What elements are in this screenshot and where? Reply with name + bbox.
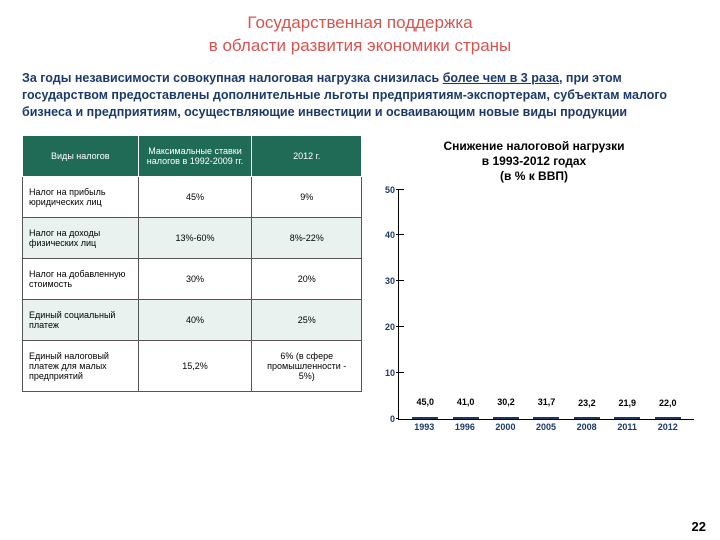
bar-column: 41,0 bbox=[445, 417, 485, 419]
chart-title-line-1: Снижение налоговой нагрузки bbox=[443, 139, 624, 153]
x-tick-label: 2012 bbox=[647, 420, 688, 432]
col-header: Максимальные ставки налогов в 1992-2009 … bbox=[138, 135, 252, 176]
bar-value-label: 23,2 bbox=[578, 398, 596, 408]
bar-value-label: 22,0 bbox=[659, 398, 677, 408]
x-tick-label: 1993 bbox=[404, 420, 445, 432]
table-row: Налог на доходы физических лиц13%-60%8%-… bbox=[23, 217, 362, 258]
table-cell: Налог на добавленную стоимость bbox=[23, 258, 139, 299]
bar-column: 22,0 bbox=[648, 417, 688, 419]
table-cell: Единый налоговый платеж для малых предпр… bbox=[23, 340, 139, 391]
bar-value-label: 31,7 bbox=[538, 397, 556, 407]
bars-container: 45,041,030,231,723,221,922,0 bbox=[399, 190, 694, 419]
bar-column: 30,2 bbox=[486, 417, 526, 419]
y-tick-label: 10 bbox=[371, 368, 395, 378]
bar-column: 23,2 bbox=[567, 417, 607, 419]
x-tick-label: 2011 bbox=[607, 420, 648, 432]
table-cell: 30% bbox=[138, 258, 252, 299]
bar-column: 31,7 bbox=[526, 417, 566, 419]
intro-text: За годы независимости совокупная налогов… bbox=[0, 58, 720, 121]
table-cell: 40% bbox=[138, 299, 252, 340]
table-cell: 6% (в сфере промышленности - 5%) bbox=[252, 340, 362, 391]
y-tick-label: 0 bbox=[371, 414, 395, 424]
table-cell: 9% bbox=[252, 176, 362, 217]
bar-value-label: 30,2 bbox=[497, 397, 515, 407]
tax-table: Виды налогов Максимальные ставки налогов… bbox=[22, 135, 362, 432]
bar-value-label: 41,0 bbox=[457, 397, 475, 407]
table-cell: Налог на прибыль юридических лиц bbox=[23, 176, 139, 217]
table-cell: 13%-60% bbox=[138, 217, 252, 258]
chart-title-line-2: в 1993-2012 годах bbox=[482, 154, 586, 168]
table-cell: 15,2% bbox=[138, 340, 252, 391]
tax-table-element: Виды налогов Максимальные ставки налогов… bbox=[22, 135, 362, 392]
x-axis-labels: 1993199620002005200820112012 bbox=[398, 420, 694, 432]
table-cell: 25% bbox=[252, 299, 362, 340]
bar bbox=[574, 417, 600, 419]
table-row: Единый налоговый платеж для малых предпр… bbox=[23, 340, 362, 391]
page-number: 22 bbox=[692, 519, 706, 534]
chart-plot-area: 45,041,030,231,723,221,922,0 01020304050 bbox=[398, 190, 694, 420]
bar-column: 21,9 bbox=[607, 417, 647, 419]
intro-emphasis: более чем в 3 раза bbox=[443, 71, 559, 85]
title-line-2: в области развития экономики страны bbox=[209, 36, 512, 55]
table-row: Налог на прибыль юридических лиц45%9% bbox=[23, 176, 362, 217]
x-tick-label: 2000 bbox=[485, 420, 526, 432]
bar bbox=[412, 417, 438, 419]
table-row: Единый социальный платеж40%25% bbox=[23, 299, 362, 340]
y-tick-label: 30 bbox=[371, 276, 395, 286]
bar bbox=[493, 417, 519, 419]
content-row: Виды налогов Максимальные ставки налогов… bbox=[0, 121, 720, 432]
col-header: Виды налогов bbox=[23, 135, 139, 176]
table-cell: Единый социальный платеж bbox=[23, 299, 139, 340]
x-tick-label: 2008 bbox=[566, 420, 607, 432]
table-cell: 45% bbox=[138, 176, 252, 217]
y-tick-label: 20 bbox=[371, 322, 395, 332]
bar-value-label: 45,0 bbox=[416, 397, 434, 407]
table-cell: 8%-22% bbox=[252, 217, 362, 258]
tax-burden-chart: Снижение налоговой нагрузки в 1993-2012 … bbox=[374, 135, 694, 432]
bar-value-label: 21,9 bbox=[619, 398, 637, 408]
bar bbox=[533, 417, 559, 419]
bar bbox=[453, 417, 479, 419]
y-tick-label: 50 bbox=[371, 185, 395, 195]
table-header-row: Виды налогов Максимальные ставки налогов… bbox=[23, 135, 362, 176]
chart-title-line-3: (в % к ВВП) bbox=[500, 169, 568, 183]
col-header: 2012 г. bbox=[252, 135, 362, 176]
bar-column: 45,0 bbox=[405, 417, 445, 419]
title-line-1: Государственная поддержка bbox=[247, 13, 472, 32]
x-tick-label: 1996 bbox=[445, 420, 486, 432]
intro-part-1: За годы независимости совокупная налогов… bbox=[22, 71, 443, 85]
table-cell: 20% bbox=[252, 258, 362, 299]
table-cell: Налог на доходы физических лиц bbox=[23, 217, 139, 258]
table-row: Налог на добавленную стоимость30%20% bbox=[23, 258, 362, 299]
page-title: Государственная поддержка в области разв… bbox=[0, 0, 720, 58]
x-tick-label: 2005 bbox=[526, 420, 567, 432]
chart-title: Снижение налоговой нагрузки в 1993-2012 … bbox=[374, 139, 694, 184]
bar bbox=[614, 417, 640, 419]
y-tick-label: 40 bbox=[371, 230, 395, 240]
bar bbox=[655, 417, 681, 419]
